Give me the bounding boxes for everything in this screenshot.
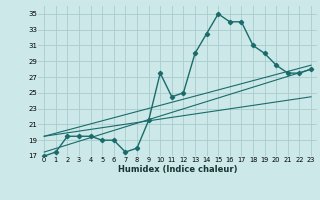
X-axis label: Humidex (Indice chaleur): Humidex (Indice chaleur) [118,165,237,174]
